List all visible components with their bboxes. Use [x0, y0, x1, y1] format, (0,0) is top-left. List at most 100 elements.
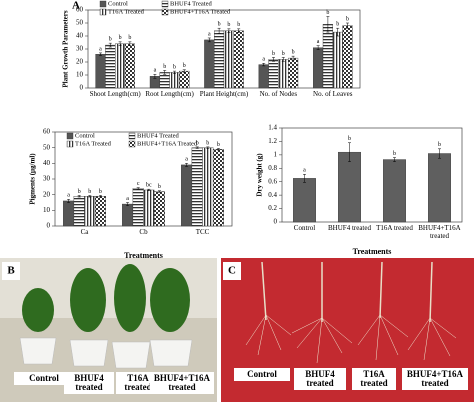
bar [204, 39, 215, 89]
error-bar [281, 57, 285, 62]
significance-letter: b [119, 35, 122, 41]
photo-caption-box: T16A treated [116, 372, 160, 394]
error-bar [126, 202, 130, 206]
error-bar [99, 52, 103, 56]
bar [332, 31, 343, 89]
y-tick-label: 50 [76, 19, 84, 27]
y-tick-label: 40 [43, 159, 51, 167]
error-bar [128, 41, 132, 46]
legend-label: T16A Treated [108, 8, 145, 15]
x-tick-label: Cb [139, 228, 148, 236]
bar [278, 59, 289, 89]
panel-label: C [228, 265, 236, 277]
y-axis-label: Pigments (µg/ml) [29, 153, 37, 205]
photo-caption-box: Control [14, 372, 74, 385]
x-tick-label: Ca [80, 228, 89, 236]
legend-swatch [99, 0, 107, 8]
bar [233, 30, 244, 89]
bar [313, 47, 324, 89]
plot-frame [281, 127, 463, 223]
significance-letter: a [99, 46, 102, 52]
y-tick-label: 30 [43, 175, 51, 183]
significance-letter: a [126, 196, 129, 202]
bar [383, 159, 406, 223]
bar [287, 57, 299, 89]
x-tick-label-box: No. of Nodes [259, 90, 298, 98]
x-tick-label-box: Plant Height(cm) [199, 90, 249, 98]
error-bar [185, 163, 189, 167]
panel-label: B [7, 265, 15, 277]
bar [223, 30, 234, 89]
x-tick-label: Plant Height(cm) [199, 90, 249, 98]
legend-label: BHUF4 Treated [137, 132, 179, 139]
legend-swatch [128, 132, 136, 140]
y-tick-label: 60 [76, 6, 84, 14]
significance-letter: b [282, 51, 285, 57]
significance-letter: b [206, 140, 209, 146]
significance-letter: b [196, 140, 199, 146]
photo-caption: Control [14, 372, 74, 385]
error-bar [291, 55, 295, 61]
legend-label: BHUF4+T16A Treated [137, 140, 198, 147]
photo-caption-box: BHUF4 treated [294, 368, 346, 390]
legend-swatch [161, 0, 169, 8]
x-tick-label-box: BHUF4+T16A treated [418, 224, 460, 240]
error-bar [136, 187, 140, 190]
error-bar [345, 22, 349, 29]
x-axis-label: Treatments [124, 251, 163, 260]
photo-caption: BHUF4 treated [64, 372, 114, 394]
x-tick-label-box: Cb [139, 228, 148, 236]
error-bar [163, 70, 167, 75]
y-tick-label: 50 [43, 143, 51, 151]
error-bar [348, 142, 351, 162]
x-tick-label-box: TCC [196, 228, 210, 236]
x-axis-label: Treatments [353, 247, 392, 256]
bar [105, 44, 116, 89]
photo-caption: Control [234, 368, 290, 381]
x-tick-label-box: BHUF4 treated [328, 224, 371, 232]
bar [202, 147, 214, 227]
significance-letter: b [217, 142, 220, 148]
error-bar [147, 188, 151, 191]
significance-letter: b [336, 22, 339, 28]
x-tick-label: Control [293, 224, 316, 232]
error-bar [88, 195, 92, 198]
significance-letter: b [227, 22, 230, 28]
bar [214, 30, 225, 89]
photo-caption-box: BHUF4+T16A treated [150, 372, 214, 394]
y-tick-label: 60 [43, 128, 51, 136]
bar [179, 70, 190, 89]
significance-letter: a [67, 193, 70, 199]
legend-swatch [128, 140, 136, 148]
bar [293, 178, 316, 223]
bar [95, 54, 106, 89]
error-bar [336, 27, 340, 37]
bar [159, 72, 170, 89]
bar [124, 43, 135, 89]
bar [268, 59, 279, 89]
bar [132, 188, 144, 227]
significance-letter: b [438, 142, 441, 148]
photo-caption-box: BHUF4 treated [64, 372, 114, 394]
significance-letter: b [292, 50, 295, 56]
x-tick-label: T16A treated [376, 224, 413, 232]
error-bar [438, 148, 441, 159]
x-tick-label-box: Root Length(cm) [145, 90, 193, 98]
significance-letter: b [237, 22, 240, 28]
bar [258, 64, 269, 89]
error-bar [157, 190, 161, 193]
y-tick-label: 0 [47, 222, 51, 230]
significance-letter: b [99, 189, 102, 195]
significance-letter: b [346, 16, 349, 22]
y-tick-label: 0 [274, 218, 278, 226]
y-tick-label: 0.2 [268, 204, 277, 212]
x-tick-label: No. of Leaves [313, 90, 353, 98]
significance-letter: b [88, 189, 91, 195]
error-bar [77, 195, 81, 198]
bar [153, 191, 165, 227]
error-bar [227, 28, 231, 33]
error-bar [67, 199, 71, 203]
x-tick-label: No. of Nodes [259, 90, 298, 98]
photo-caption: BHUF4 treated [294, 368, 346, 390]
bar [122, 203, 134, 227]
